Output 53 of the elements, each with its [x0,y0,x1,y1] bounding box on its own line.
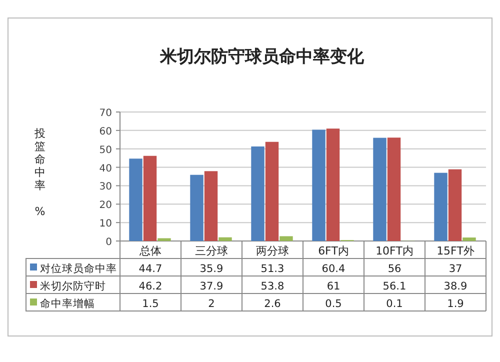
data-label: 1.5 [142,298,159,310]
y-tick-label: 0 [106,237,112,248]
y-tick-label: 30 [99,182,112,193]
bar [251,146,264,241]
y-tick-label: 20 [99,200,112,212]
data-label: 37 [448,263,462,275]
y-axis-title: 投篮命中率 % [34,127,46,218]
data-label: 38.9 [444,280,468,292]
data-label: 46.2 [138,280,162,292]
legend-label: 对位球员命中率 [40,262,117,275]
x-tick-label: 15FT外 [436,244,474,258]
x-tick-label: 10FT内 [376,244,414,258]
data-label: 56 [388,263,402,275]
bar [218,237,232,241]
x-tick-label: 6FT内 [318,244,349,258]
data-label: 44.7 [138,263,162,275]
data-label: 0.5 [325,298,342,310]
data-label: 60.4 [322,263,346,275]
data-label: 61 [326,280,340,292]
x-tick-label: 三分球 [195,244,228,258]
legend-label: 命中率增幅 [40,297,95,310]
chart-title: 米切尔防守球员命中率变化 [159,47,365,67]
bar [280,236,293,241]
data-label: 2.6 [264,298,282,310]
bar [462,238,476,241]
bar [158,238,171,241]
bar [190,174,204,241]
bar [326,128,340,241]
x-tick-label: 两分球 [256,244,289,258]
data-label: 35.9 [200,263,224,275]
data-label: 53.8 [260,280,284,292]
data-label: 37.9 [200,280,224,292]
bar [373,138,386,241]
bar [265,142,279,241]
y-tick-label: 50 [99,144,112,156]
y-tick-label: 40 [99,163,112,174]
y-tick-label: 60 [99,126,112,138]
x-tick-label: 总体 [138,244,162,258]
data-label: 51.3 [260,263,284,275]
bar [143,156,157,241]
data-label: 2 [208,298,215,310]
bar [129,158,142,241]
bar [312,130,326,241]
legend-label: 米切尔防守时 [40,280,106,292]
bar [434,172,448,241]
data-label: 1.9 [447,298,464,310]
y-tick-label: 70 [99,108,112,119]
bar [204,171,218,241]
data-label: 56.1 [382,280,406,292]
bar [387,138,401,241]
bar [448,169,462,241]
data-label: 0.1 [386,298,403,310]
y-tick-label: 10 [99,218,112,230]
